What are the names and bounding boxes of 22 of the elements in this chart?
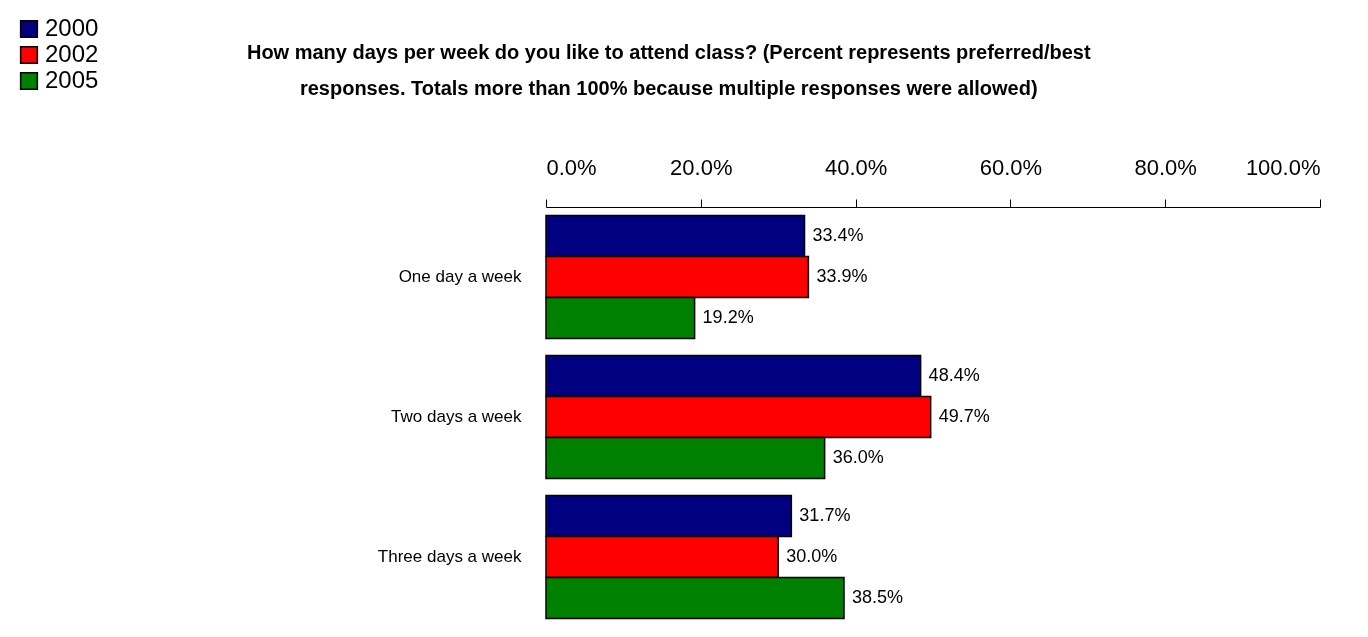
x-tick-label: 20.0% — [670, 154, 733, 180]
data-label: 48.4% — [928, 364, 980, 385]
x-tick-label: 40.0% — [824, 154, 888, 180]
data-label: 33.9% — [816, 266, 868, 286]
legend-label: 2000 — [45, 14, 99, 41]
legend-label: 2002 — [45, 40, 99, 67]
x-tick-label: 80.0% — [1134, 154, 1197, 180]
legend-label: 2005 — [45, 66, 99, 93]
y-tick-label: Two days a week — [391, 407, 522, 426]
data-label: 38.5% — [851, 587, 904, 608]
y-tick-label: Three days a week — [377, 547, 522, 566]
x-tick-label: 60.0% — [979, 154, 1043, 180]
chart-title: How many days per week do you like to attend class? (Percent represents preferred/best responses. Totals more than 100% because multiple responses were allowed) — [246, 41, 1091, 99]
x-tick-label: 0.0% — [546, 154, 597, 180]
data-label: 31.7% — [799, 504, 851, 525]
data-label: 30.0% — [786, 546, 838, 566]
data-label: 19.2% — [702, 307, 754, 328]
data-label: 49.7% — [938, 406, 990, 426]
data-label: 33.4% — [812, 224, 864, 245]
x-tick-label: 100.0% — [1245, 154, 1321, 180]
y-tick-label: One day a week — [398, 267, 522, 286]
data-label: 36.0% — [832, 447, 884, 468]
